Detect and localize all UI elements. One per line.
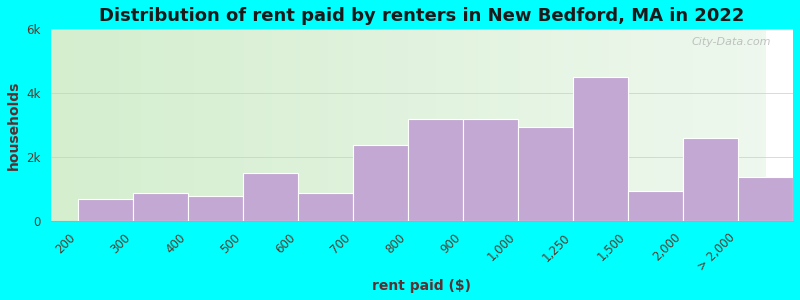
Bar [408,119,463,221]
Bar [738,176,793,221]
Bar [463,119,518,221]
Bar [188,196,243,221]
Bar [573,77,628,221]
Title: Distribution of rent paid by renters in New Bedford, MA in 2022: Distribution of rent paid by renters in … [99,7,745,25]
Bar [243,173,298,221]
Text: City-Data.com: City-Data.com [691,37,770,47]
Bar [78,199,133,221]
Bar [683,138,738,221]
Y-axis label: households: households [7,81,21,170]
Bar [298,193,353,221]
X-axis label: rent paid ($): rent paid ($) [372,279,471,293]
Bar [353,145,408,221]
Bar [133,193,188,221]
Bar [628,191,683,221]
Bar [518,127,573,221]
